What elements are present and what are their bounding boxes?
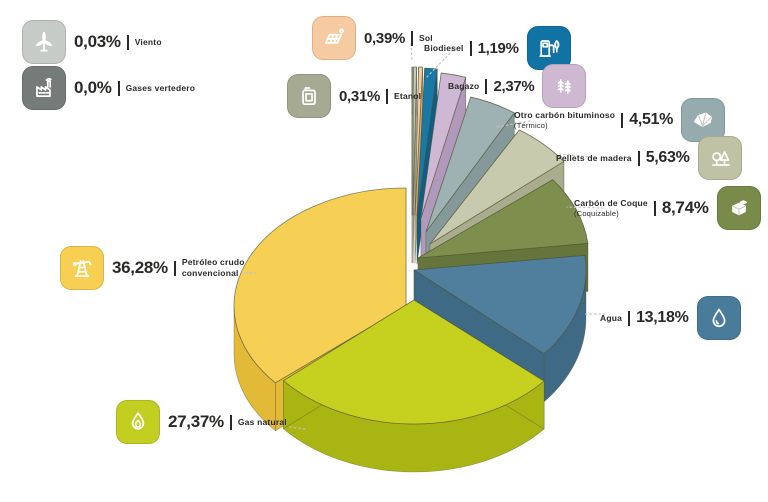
divider [117, 80, 120, 96]
legend-item-sol: 0,39% Sol [312, 16, 433, 60]
coal-cubes-icon [716, 186, 761, 230]
percent-value: 0,39% [364, 29, 406, 47]
slice-sublabel: (Térmico) [514, 121, 548, 130]
divider [173, 260, 176, 276]
slice-label: Agua [600, 313, 623, 323]
leader-line [445, 85, 458, 99]
coal-rock-icon [681, 98, 726, 142]
slice-label: Otro carbón bituminoso [514, 110, 616, 120]
water-drop-icon [696, 296, 741, 340]
divider [621, 112, 624, 128]
legend-item-biodiesel: Biodiesel 1,19% [424, 26, 571, 70]
leader-line [566, 206, 604, 209]
percent-value: 0,0% [74, 78, 112, 97]
slice-label: Gases vertedero [125, 83, 196, 93]
jerrycan-icon [287, 74, 331, 118]
legend-item-gas-natural: 27,37% Gas natural [116, 400, 287, 444]
slice-sublabel: (Coquizable) [574, 209, 619, 218]
sugarcane-icon [542, 64, 587, 108]
legend-item-gases-vertedero: 0,0% Gases vertedero [22, 66, 195, 110]
slice-etanol[interactable] [412, 66, 417, 264]
percent-value: 13,18% [636, 309, 689, 326]
leader-line [559, 153, 593, 158]
legend-item-carbon-de-coque: Carbón de Coque (Coquizable) 8,74% [574, 186, 761, 230]
percent-value: 0,31% [339, 87, 381, 105]
divider [229, 414, 232, 430]
percent-value: 5,63% [645, 149, 690, 166]
slice-label: Viento [134, 37, 162, 47]
legend-item-agua: Agua 13,18% [600, 296, 741, 340]
percent-value: 8,74% [661, 198, 709, 217]
divider [126, 34, 129, 50]
divider [485, 78, 488, 94]
divider [637, 150, 640, 166]
trees-icon [697, 136, 742, 180]
leader-line [496, 120, 531, 128]
legend-item-otro-carbon-bituminoso: Otro carbón bituminoso (Térmico) 4,51% [514, 98, 726, 142]
divider [628, 310, 631, 326]
divider [386, 88, 389, 104]
slice-label: Bagazo [448, 81, 480, 91]
slice-label: Etanol [394, 91, 422, 101]
slice-label: Petróleo crudo convencional [181, 257, 245, 278]
solar-panel-icon [312, 16, 356, 60]
slice-label: Carbón de Coque [574, 198, 648, 208]
legend-item-etanol: 0,31% Etanol [287, 74, 421, 118]
slice-gas-natural[interactable] [283, 299, 545, 473]
legend-item-petroleo-crudo: 36,28% Petróleo crudo convencional [60, 246, 264, 290]
percent-value: 2,37% [493, 77, 535, 95]
legend-item-bagazo: Bagazo 2,37% [448, 64, 587, 108]
slice-label: Biodiesel [424, 43, 464, 53]
wind-turbine-icon [22, 20, 66, 64]
percent-value: 27,37% [168, 412, 224, 431]
oil-derrick-icon [60, 246, 104, 290]
flame-icon [116, 400, 160, 444]
percent-value: 36,28% [112, 258, 168, 277]
divider [653, 200, 656, 216]
slice-label: Pellets de madera [556, 153, 632, 163]
slice-label: Gas natural [237, 417, 287, 427]
slice-label: Sol [419, 33, 433, 43]
leader-line [424, 49, 454, 80]
legend-item-viento: 0,03% Viento [22, 20, 162, 64]
fuel-pump-leaf-icon [526, 26, 571, 70]
percent-value: 0,03% [74, 32, 121, 51]
factory-icon [22, 66, 66, 110]
divider [469, 40, 472, 56]
legend-item-pellets-de-madera: Pellets de madera 5,63% [556, 136, 742, 180]
percent-value: 1,19% [477, 39, 519, 57]
leader-line [410, 43, 413, 62]
divider [411, 30, 414, 46]
percent-value: 4,51% [629, 111, 674, 128]
